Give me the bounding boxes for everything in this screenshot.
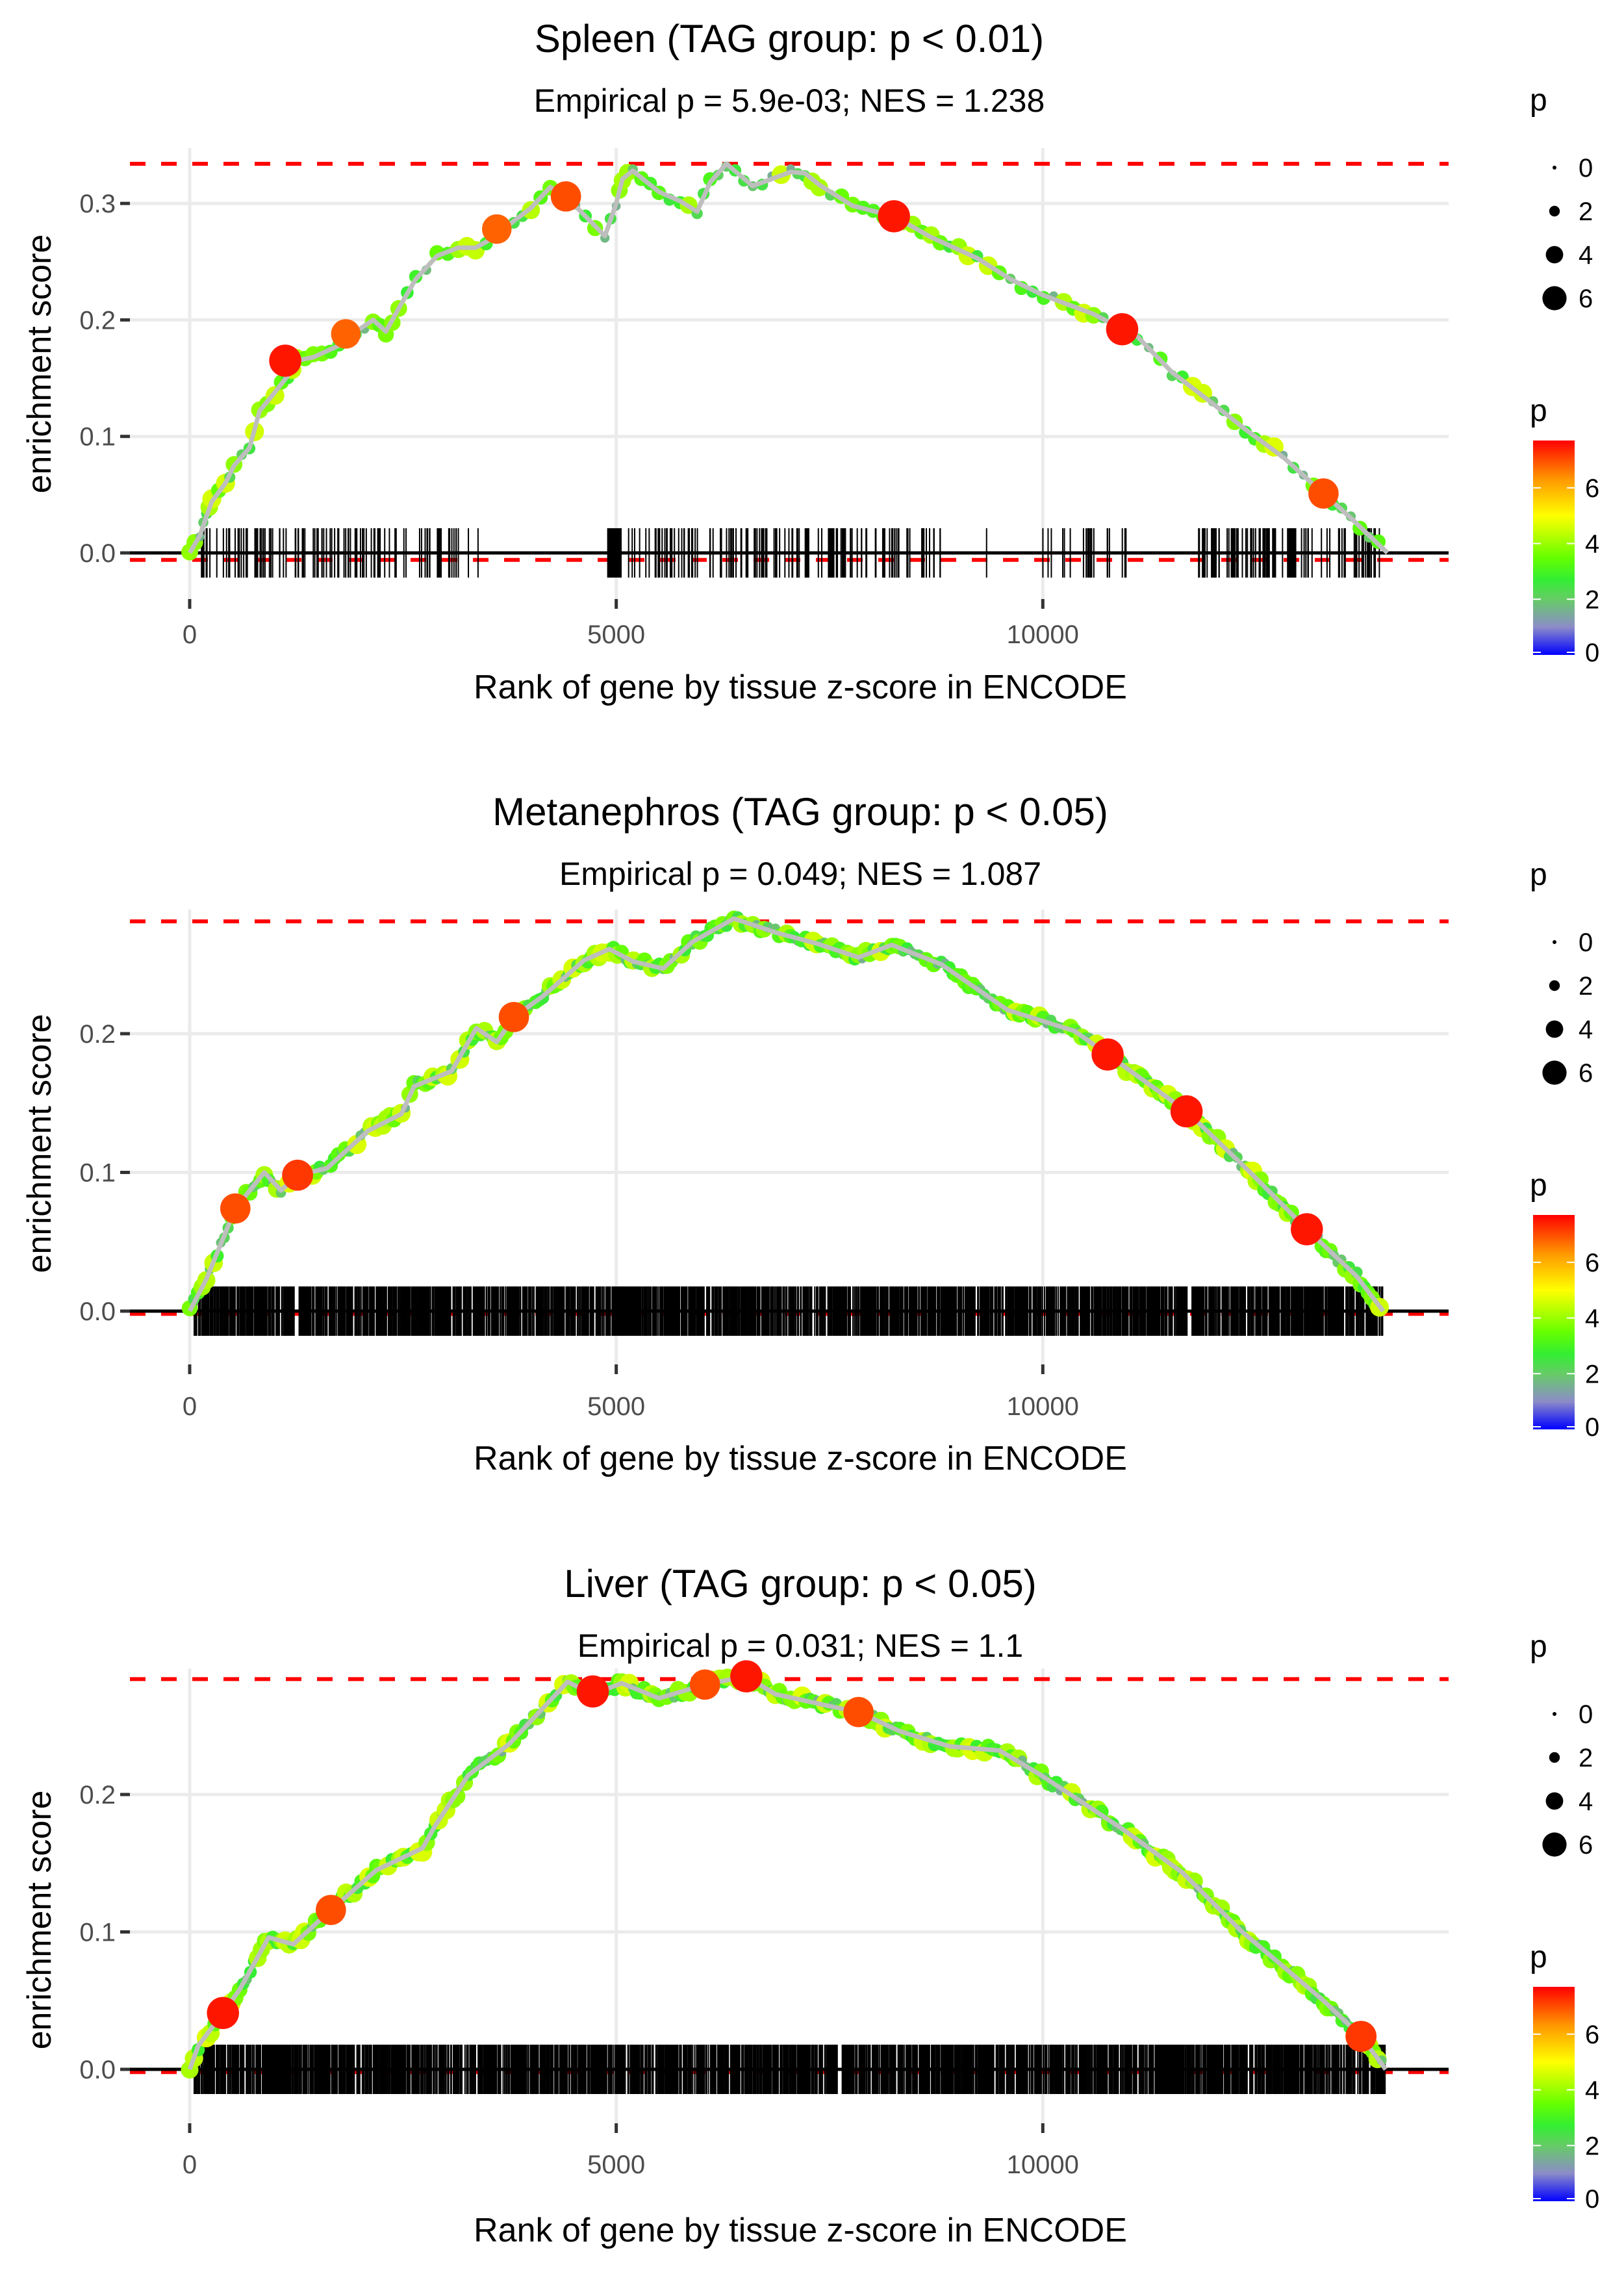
panel-subtitle: Empirical p = 0.049; NES = 1.087 — [559, 856, 1041, 892]
panel-subtitle: Empirical p = 0.031; NES = 1.1 — [577, 1628, 1023, 1664]
x-tick-label: 0 — [183, 1392, 197, 1421]
highlight-point — [1170, 1095, 1203, 1128]
panel-subtitle: Empirical p = 5.9e-03; NES = 1.238 — [534, 83, 1045, 119]
panel-title: Spleen (TAG group: p < 0.01) — [535, 17, 1044, 60]
highlight-point — [482, 214, 512, 244]
y-tick-label: 0.2 — [79, 306, 116, 335]
y-tick-label: 0.0 — [79, 2056, 116, 2084]
x-axis-title: Rank of gene by tissue z-score in ENCODE — [474, 2212, 1127, 2249]
plot-area: 0.0 0.1 0.2 0.3 0 5000 10000 — [79, 148, 1449, 649]
es-points — [181, 161, 1386, 561]
x-tick-label: 0 — [183, 620, 197, 649]
panel-title: Metanephros (TAG group: p < 0.05) — [492, 790, 1108, 834]
x-axis-title: Rank of gene by tissue z-score in ENCODE — [474, 669, 1127, 706]
highlight-point — [498, 1002, 529, 1032]
highlight-point — [269, 344, 301, 377]
highlight-point — [550, 181, 581, 212]
x-tick-label: 10000 — [1007, 620, 1079, 649]
highlight-point — [1091, 1038, 1124, 1071]
es-curve-line — [187, 161, 1389, 555]
highlight-point — [1106, 313, 1139, 346]
highlight-point — [878, 200, 910, 233]
x-tick-label: 10000 — [1007, 2151, 1079, 2179]
panel-title: Liver (TAG group: p < 0.05) — [564, 1562, 1037, 1605]
highlight-point — [1291, 1213, 1323, 1246]
y-axis-title: enrichment score — [21, 1014, 58, 1273]
y-tick-label: 0.2 — [79, 1781, 116, 1809]
y-tick-label: 0.2 — [79, 1020, 116, 1049]
es-curve-line — [187, 916, 1386, 1313]
x-tick-label: 5000 — [587, 1392, 645, 1421]
panel-metanephros: Metanephros (TAG group: p < 0.05) Empiri… — [21, 790, 1449, 1477]
highlight-point — [1308, 478, 1339, 509]
y-axis-title: enrichment score — [21, 1791, 58, 2050]
x-tick-label: 5000 — [587, 2151, 645, 2179]
y-tick-label: 0.1 — [79, 1919, 116, 1947]
y-tick-label: 0.0 — [79, 1297, 116, 1326]
es-points — [181, 910, 1389, 1317]
plot-area: 0.0 0.1 0.2 0 5000 10000 — [79, 1660, 1449, 2179]
x-tick-label: 10000 — [1007, 1392, 1079, 1421]
highlight-point — [220, 1193, 251, 1224]
y-tick-label: 0.3 — [79, 190, 116, 218]
y-tick-label: 0.1 — [79, 423, 116, 452]
x-tick-label: 5000 — [587, 620, 645, 649]
highlight-point — [282, 1159, 314, 1191]
highlight-point — [331, 319, 361, 349]
y-axis-title: enrichment score — [21, 235, 58, 494]
x-axis-title: Rank of gene by tissue z-score in ENCODE — [474, 1440, 1127, 1477]
y-tick-label: 0.0 — [79, 539, 116, 568]
panel-spleen: Spleen (TAG group: p < 0.01) Empirical p… — [21, 17, 1449, 706]
panel-liver: Liver (TAG group: p < 0.05) Empirical p … — [21, 1562, 1449, 2249]
x-tick-label: 0 — [183, 2151, 197, 2179]
plot-area: 0.0 0.1 0.2 0 5000 10000 — [79, 910, 1449, 1421]
y-tick-label: 0.1 — [79, 1159, 116, 1188]
